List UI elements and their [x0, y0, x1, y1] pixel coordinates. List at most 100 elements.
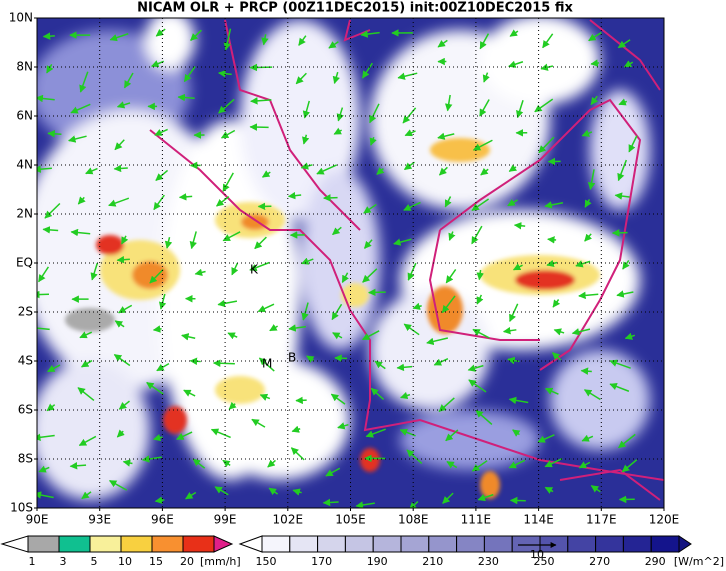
lon-label: 93E	[88, 513, 111, 527]
wind-arrow	[154, 496, 165, 504]
lon-label: 117E	[586, 513, 617, 527]
wind-arrow	[444, 196, 452, 208]
wind-arrow	[178, 193, 193, 201]
wind-arrow	[118, 304, 133, 314]
lat-label: 10S	[10, 501, 33, 515]
wind-arrow	[42, 226, 59, 234]
wind-arrow	[306, 355, 315, 363]
wind-arrow	[590, 95, 599, 106]
wind-arrow	[210, 428, 231, 439]
wind-arrow	[617, 39, 631, 49]
wind-arrow	[301, 302, 309, 321]
wind-arrow	[46, 63, 54, 74]
wind-arrow	[471, 460, 488, 472]
wind-arrow	[37, 165, 52, 173]
wind-arrow	[400, 391, 411, 400]
wind-arrow	[513, 222, 526, 230]
colorbar-unit: [W/m^2]	[674, 555, 724, 568]
wind-arrow	[553, 328, 565, 336]
wind-arrow	[328, 41, 339, 49]
wind-arrow	[215, 196, 230, 207]
wind-arrow	[426, 337, 449, 346]
wind-arrow	[551, 352, 562, 361]
wind-arrow	[337, 422, 349, 430]
wind-arrow	[362, 268, 378, 283]
wind-arrow	[300, 162, 313, 170]
colorbar-end	[213, 535, 234, 553]
wind-arrow	[176, 431, 193, 440]
wind-arrow	[403, 323, 420, 336]
lat-label: 4N	[16, 158, 33, 172]
wind-arrow	[217, 299, 238, 308]
wind-arrow	[323, 194, 338, 202]
wind-arrow	[185, 491, 197, 500]
wind-arrow	[223, 28, 232, 51]
wind-arrow	[369, 103, 380, 124]
wind-arrow	[288, 324, 306, 332]
colorbar-box	[567, 535, 597, 553]
wind-arrow	[621, 459, 638, 473]
wind-arrow	[155, 169, 169, 181]
wind-arrow	[472, 139, 493, 151]
colorbar-box	[483, 535, 513, 553]
lat-label: 2S	[18, 305, 33, 319]
wind-arrow	[90, 263, 99, 281]
wind-arrow	[512, 263, 523, 271]
wind-arrow	[47, 364, 61, 373]
lat-label: 10N	[9, 11, 33, 25]
wind-arrow	[156, 362, 170, 372]
wind-arrow	[228, 401, 237, 410]
wind-arrow	[37, 491, 54, 499]
precip-field	[65, 138, 600, 499]
wind-arrow	[267, 459, 276, 468]
wind-arrow	[301, 257, 314, 265]
wind-arrow	[227, 332, 238, 340]
wind-arrow	[502, 326, 517, 335]
wind-arrow	[85, 167, 98, 175]
wind-arrow	[571, 328, 591, 336]
title: NICAM OLR + PRCP (00Z11DEC2015) init:00Z…	[137, 1, 573, 16]
wind-arrow	[590, 485, 601, 493]
wind-arrow	[361, 62, 373, 79]
wind-arrow	[220, 129, 236, 139]
colorbar-label: 250	[534, 555, 555, 568]
wind-arrow	[412, 302, 422, 310]
wind-arrow	[77, 387, 95, 402]
wind-arrow	[468, 379, 487, 393]
wind-arrow	[69, 462, 87, 470]
colorbar-box	[456, 535, 485, 553]
wind-arrow	[441, 295, 456, 314]
wind-arrow	[44, 202, 61, 219]
wind-arrow	[361, 330, 380, 341]
wind-arrow	[618, 98, 628, 106]
wind-arrow	[292, 488, 302, 496]
wind-arrow	[587, 169, 596, 191]
colorbar-label: 20	[180, 555, 194, 568]
wind-arrow	[407, 262, 417, 281]
wind-arrow	[363, 239, 373, 249]
wind-arrow	[218, 69, 232, 78]
wind-arrow	[438, 166, 448, 176]
colorbar-box	[58, 535, 91, 553]
wind-arrow	[218, 98, 235, 114]
wind-arrow	[302, 134, 310, 145]
lon-label: 102E	[273, 513, 304, 527]
wind-arrow	[70, 103, 91, 114]
colorbar-label: 190	[367, 555, 388, 568]
wind-arrow	[298, 35, 307, 46]
wind-arrow	[444, 94, 453, 112]
wind-arrow	[258, 357, 275, 372]
wind-arrow	[509, 303, 519, 323]
wind-arrow	[331, 303, 343, 321]
wind-arrow	[330, 393, 346, 405]
wind-arrow	[477, 493, 494, 502]
wind-arrow	[363, 203, 377, 214]
wind-arrow	[552, 299, 561, 308]
wind-arrow	[192, 458, 206, 469]
colorbar-label: 210	[422, 555, 443, 568]
wind-arrow	[581, 129, 593, 137]
wind-arrow	[578, 291, 599, 300]
wind-arrow	[476, 294, 484, 305]
wind-arrow	[302, 100, 311, 119]
